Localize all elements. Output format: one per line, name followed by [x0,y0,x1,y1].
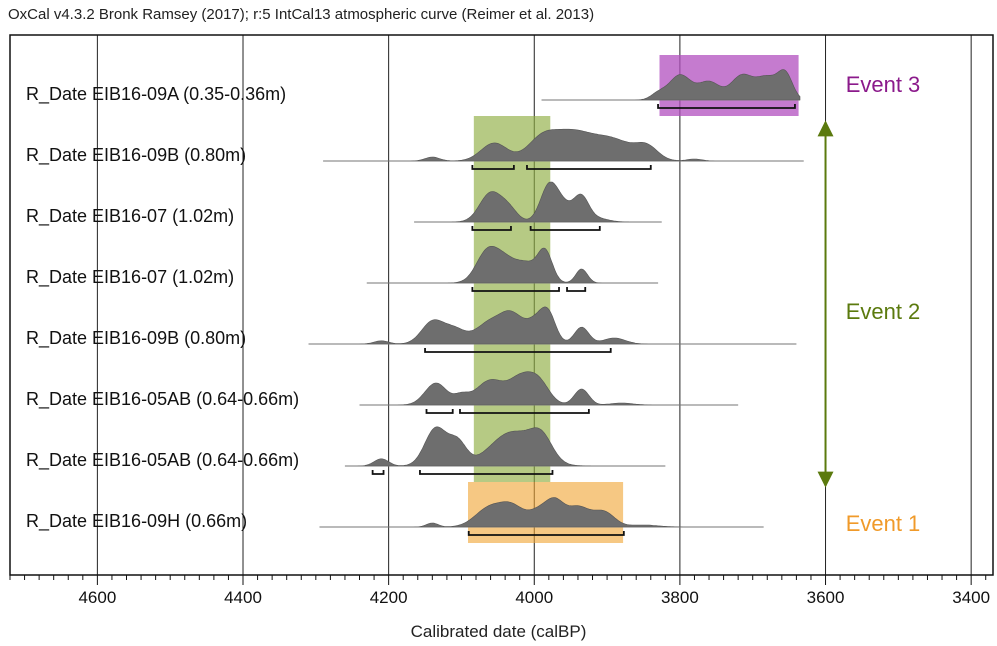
event-label-1: Event 1 [846,511,921,536]
density-curve [414,181,662,223]
density-curve [541,69,801,101]
row-label: R_Date EIB16-09B (0.80m) [26,145,246,166]
range-bracket [419,470,554,475]
row-label: R_Date EIB16-07 (1.02m) [26,267,234,288]
row-label: R_Date EIB16-05AB (0.64-0.66m) [26,450,299,471]
x-tick-label: 3800 [661,588,699,607]
row-labels: R_Date EIB16-09A (0.35-0.36m) R_Date EIB1… [26,84,299,532]
row-label: R_Date EIB16-09H (0.66m) [26,511,247,532]
row-label: R_Date EIB16-07 (1.02m) [26,206,234,227]
density-curve [344,426,666,467]
shaded-band [473,116,551,482]
range-bracket [471,226,512,231]
range-bracket [526,165,652,170]
density-curves [308,69,804,528]
range-bracket [424,348,612,353]
x-tick-label: 4600 [78,588,116,607]
range-bracket [371,470,385,475]
range-bracket [471,165,515,170]
x-axis-label: Calibrated date (calBP) [410,622,587,641]
row-label: R_Date EIB16-09B (0.80m) [26,328,246,349]
event-annotations: Event 3 Event 2 Event 1 [817,72,921,536]
x-tick-label: 4200 [370,588,408,607]
x-tick-label: 4400 [224,588,262,607]
range-bracket [467,531,625,536]
row-label: R_Date EIB16-09A (0.35-0.36m) [26,84,286,105]
event-label-3: Event 3 [846,72,921,97]
range-bracket [566,287,587,292]
range-bracket [657,104,796,109]
density-curve [366,246,659,284]
range-bracket [425,409,454,414]
density-curve [308,306,797,345]
range-bracket [471,287,560,292]
x-tick-label: 3600 [807,588,845,607]
event-label-2: Event 2 [846,299,921,324]
range-bracket [529,226,601,231]
figure-header: OxCal v4.3.2 Bronk Ramsey (2017); r:5 In… [8,6,595,23]
range-bracket [459,409,590,414]
density-curve [323,128,804,162]
plot-border [9,34,994,576]
x-tick-label: 4000 [515,588,553,607]
x-axis: 4600 4400 4200 4000 3800 3600 3400 [9,575,990,607]
range-brackets [371,104,796,536]
density-curve [319,497,764,528]
density-curve [359,371,739,406]
plot-frame [9,34,994,576]
x-tick-label: 3400 [952,588,990,607]
row-label: R_Date EIB16-05AB (0.64-0.66m) [26,389,299,410]
shaded-bands [468,55,799,543]
